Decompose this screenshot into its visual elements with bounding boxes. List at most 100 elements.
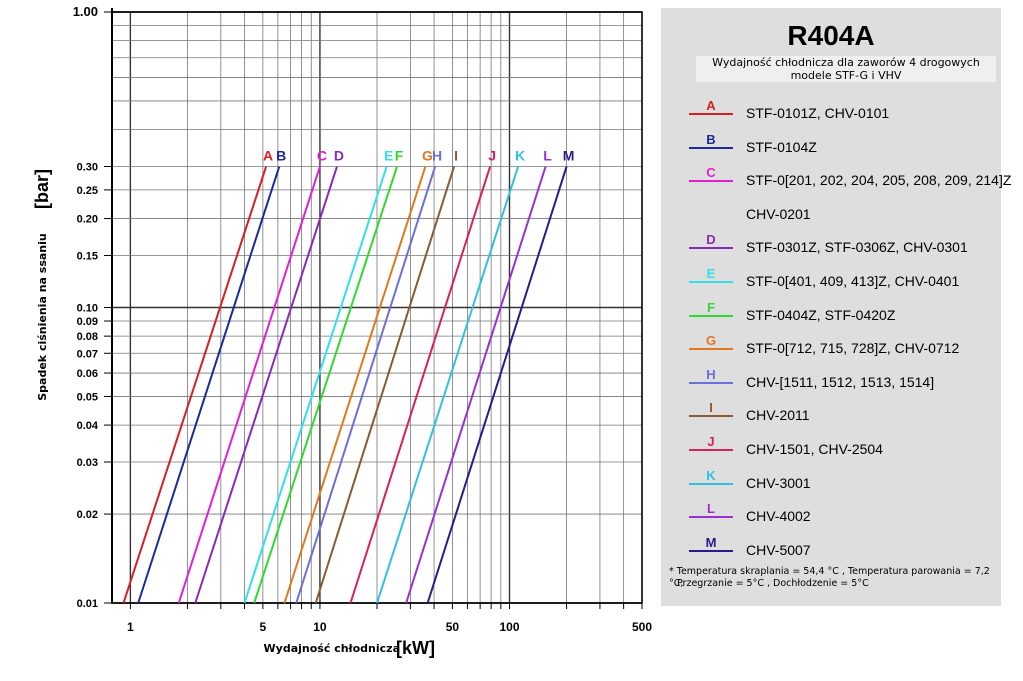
legend-letter: C: [706, 165, 716, 181]
y-tick-label: 0.03: [77, 457, 98, 469]
y-tick-label: 0.01: [77, 598, 98, 610]
legend-subtitle-line2: modele STF-G i VHV: [790, 69, 902, 82]
series-label-c: C: [317, 148, 327, 164]
series-label-i: I: [454, 148, 458, 164]
y-tick-label: 0.04: [77, 420, 99, 432]
legend-swatch: [689, 549, 733, 552]
legend-item-l: L CHV-4002: [661, 501, 1001, 531]
series-label-g: G: [422, 148, 433, 164]
legend-panel: R404A Wydajność chłodnicza dla zaworów 4…: [661, 8, 1011, 606]
series-label-j: J: [488, 148, 496, 164]
x-axis-label: Wydajność chłodnicza: [264, 642, 400, 655]
series-line-j: [349, 166, 492, 604]
series-line-b: [137, 166, 281, 604]
legend-label: STF-0404Z, STF-0420Z: [746, 306, 896, 323]
y-tick-label: 0.02: [77, 509, 98, 521]
series-line-m: [426, 166, 568, 604]
legend-label: STF-0[712, 715, 728]Z, CHV-0712: [746, 340, 960, 357]
series-line-g: [283, 166, 427, 604]
y-tick-label: 0.15: [77, 250, 98, 262]
legend-letter: F: [707, 299, 715, 315]
legend-swatch: [689, 180, 733, 183]
legend-label: CHV-4002: [746, 508, 811, 525]
legend-label: CHV-3001: [746, 474, 811, 491]
series-line-l: [405, 166, 547, 604]
legend-item-m: M CHV-5007: [661, 535, 1001, 565]
legend-letter: K: [706, 467, 716, 483]
legend-item-b: B STF-0104Z: [661, 132, 1001, 162]
legend-swatch: [689, 146, 733, 149]
legend-item-g: G STF-0[712, 715, 728]Z, CHV-0712: [661, 333, 1001, 363]
legend-item-a: A STF-0101Z, CHV-0101: [661, 98, 1001, 128]
series-label-a: A: [263, 148, 273, 164]
legend-note-line2: Przegrzanie = 5°C , Dochłodzenie = 5°C: [677, 578, 869, 589]
series-label-k: K: [515, 148, 525, 164]
legend-swatch: [689, 516, 733, 519]
legend-item-k: K CHV-3001: [661, 468, 1001, 498]
x-tick-label: 500: [632, 620, 652, 634]
legend-swatch: [689, 113, 733, 115]
series-line-c: [177, 166, 321, 604]
y-axis-label-group: Spadek ciśnienia na ssaniu [bar]: [32, 169, 52, 401]
x-tick-label: 5: [260, 620, 267, 634]
legend-subtitle-line1: Wydajność chłodnicza dla zaworów 4 drogo…: [712, 56, 980, 69]
series-label-f: F: [395, 148, 404, 164]
legend-swatch: [689, 415, 733, 418]
legend-label: CHV-5007: [746, 541, 811, 558]
y-tick-label: 0.06: [77, 368, 98, 380]
series-line-h: [295, 166, 437, 604]
series-label-d: D: [334, 148, 344, 164]
x-tick-label: 100: [499, 620, 519, 634]
y-axis-unit: [bar]: [32, 169, 52, 209]
legend-label-continuation: CHV-0201: [746, 205, 811, 222]
y-tick-label: 0.05: [77, 391, 98, 403]
y-axis-label: Spadek ciśnienia na ssaniu: [36, 233, 49, 401]
legend-swatch: [689, 314, 733, 317]
legend-label: STF-0301Z, STF-0306Z, CHV-0301: [746, 239, 968, 256]
series-label-l: L: [543, 148, 552, 164]
x-tick-label: 10: [313, 620, 327, 634]
legend-label: CHV-1501, CHV-2504: [746, 441, 883, 457]
legend-letter: J: [707, 434, 715, 449]
legend-label: CHV-2011: [746, 407, 810, 424]
legend-label: STF-0101Z, CHV-0101: [746, 105, 890, 121]
legend-item-e: E STF-0[401, 409, 413]Z, CHV-0401: [661, 266, 1001, 296]
legend-swatch: [689, 281, 733, 283]
legend-note-line1: * Temperatura skraplania = 54,4 °C , Tem…: [669, 566, 990, 589]
legend-letter: E: [706, 266, 716, 281]
legend-item-d: D STF-0301Z, STF-0306Z, CHV-0301: [661, 232, 1001, 262]
legend-letter: D: [706, 232, 716, 248]
legend-letter: B: [706, 131, 716, 147]
y-tick-label: 0.08: [77, 331, 98, 343]
series-line-i: [314, 166, 456, 604]
legend-subtitle: Wydajność chłodnicza dla zaworów 4 drogo…: [696, 56, 996, 82]
y-tick-label: 1.00: [73, 4, 98, 19]
legend-letter: I: [709, 400, 713, 416]
series-line-k: [376, 166, 520, 604]
legend-label: STF-0[201, 202, 204, 205, 208, 209, 214]…: [746, 172, 1012, 189]
legend-item-i: I CHV-2011: [661, 400, 1001, 430]
legend-item-h: H CHV-[1511, 1512, 1513, 1514]: [661, 367, 1001, 397]
legend-swatch: [689, 247, 733, 250]
y-tick-label: 0.07: [77, 348, 98, 360]
legend-label: STF-0[401, 409, 413]Z, CHV-0401: [746, 273, 960, 289]
series-line-e: [243, 166, 388, 604]
y-tick-label: 0.25: [77, 185, 98, 197]
series-line-a: [122, 166, 268, 604]
series-line-f: [253, 166, 398, 604]
x-tick-label: 50: [446, 620, 460, 634]
series-label-m: M: [563, 148, 575, 164]
y-tick-label: 0.09: [77, 316, 98, 328]
legend-letter: H: [706, 366, 716, 382]
x-tick-label: 1: [127, 620, 134, 634]
legend-swatch: [689, 381, 733, 384]
legend-swatch: [689, 482, 733, 485]
y-tick-label: 0.30: [77, 162, 98, 174]
y-tick-label: 0.20: [77, 214, 98, 226]
legend-letter: L: [707, 501, 715, 517]
series-label-h: H: [432, 148, 442, 164]
legend-label: CHV-[1511, 1512, 1513, 1514]: [746, 373, 935, 390]
series-label-e: E: [384, 148, 393, 164]
x-axis-unit: [kW]: [396, 638, 435, 658]
legend-item-f: F STF-0404Z, STF-0420Z: [661, 300, 1001, 330]
